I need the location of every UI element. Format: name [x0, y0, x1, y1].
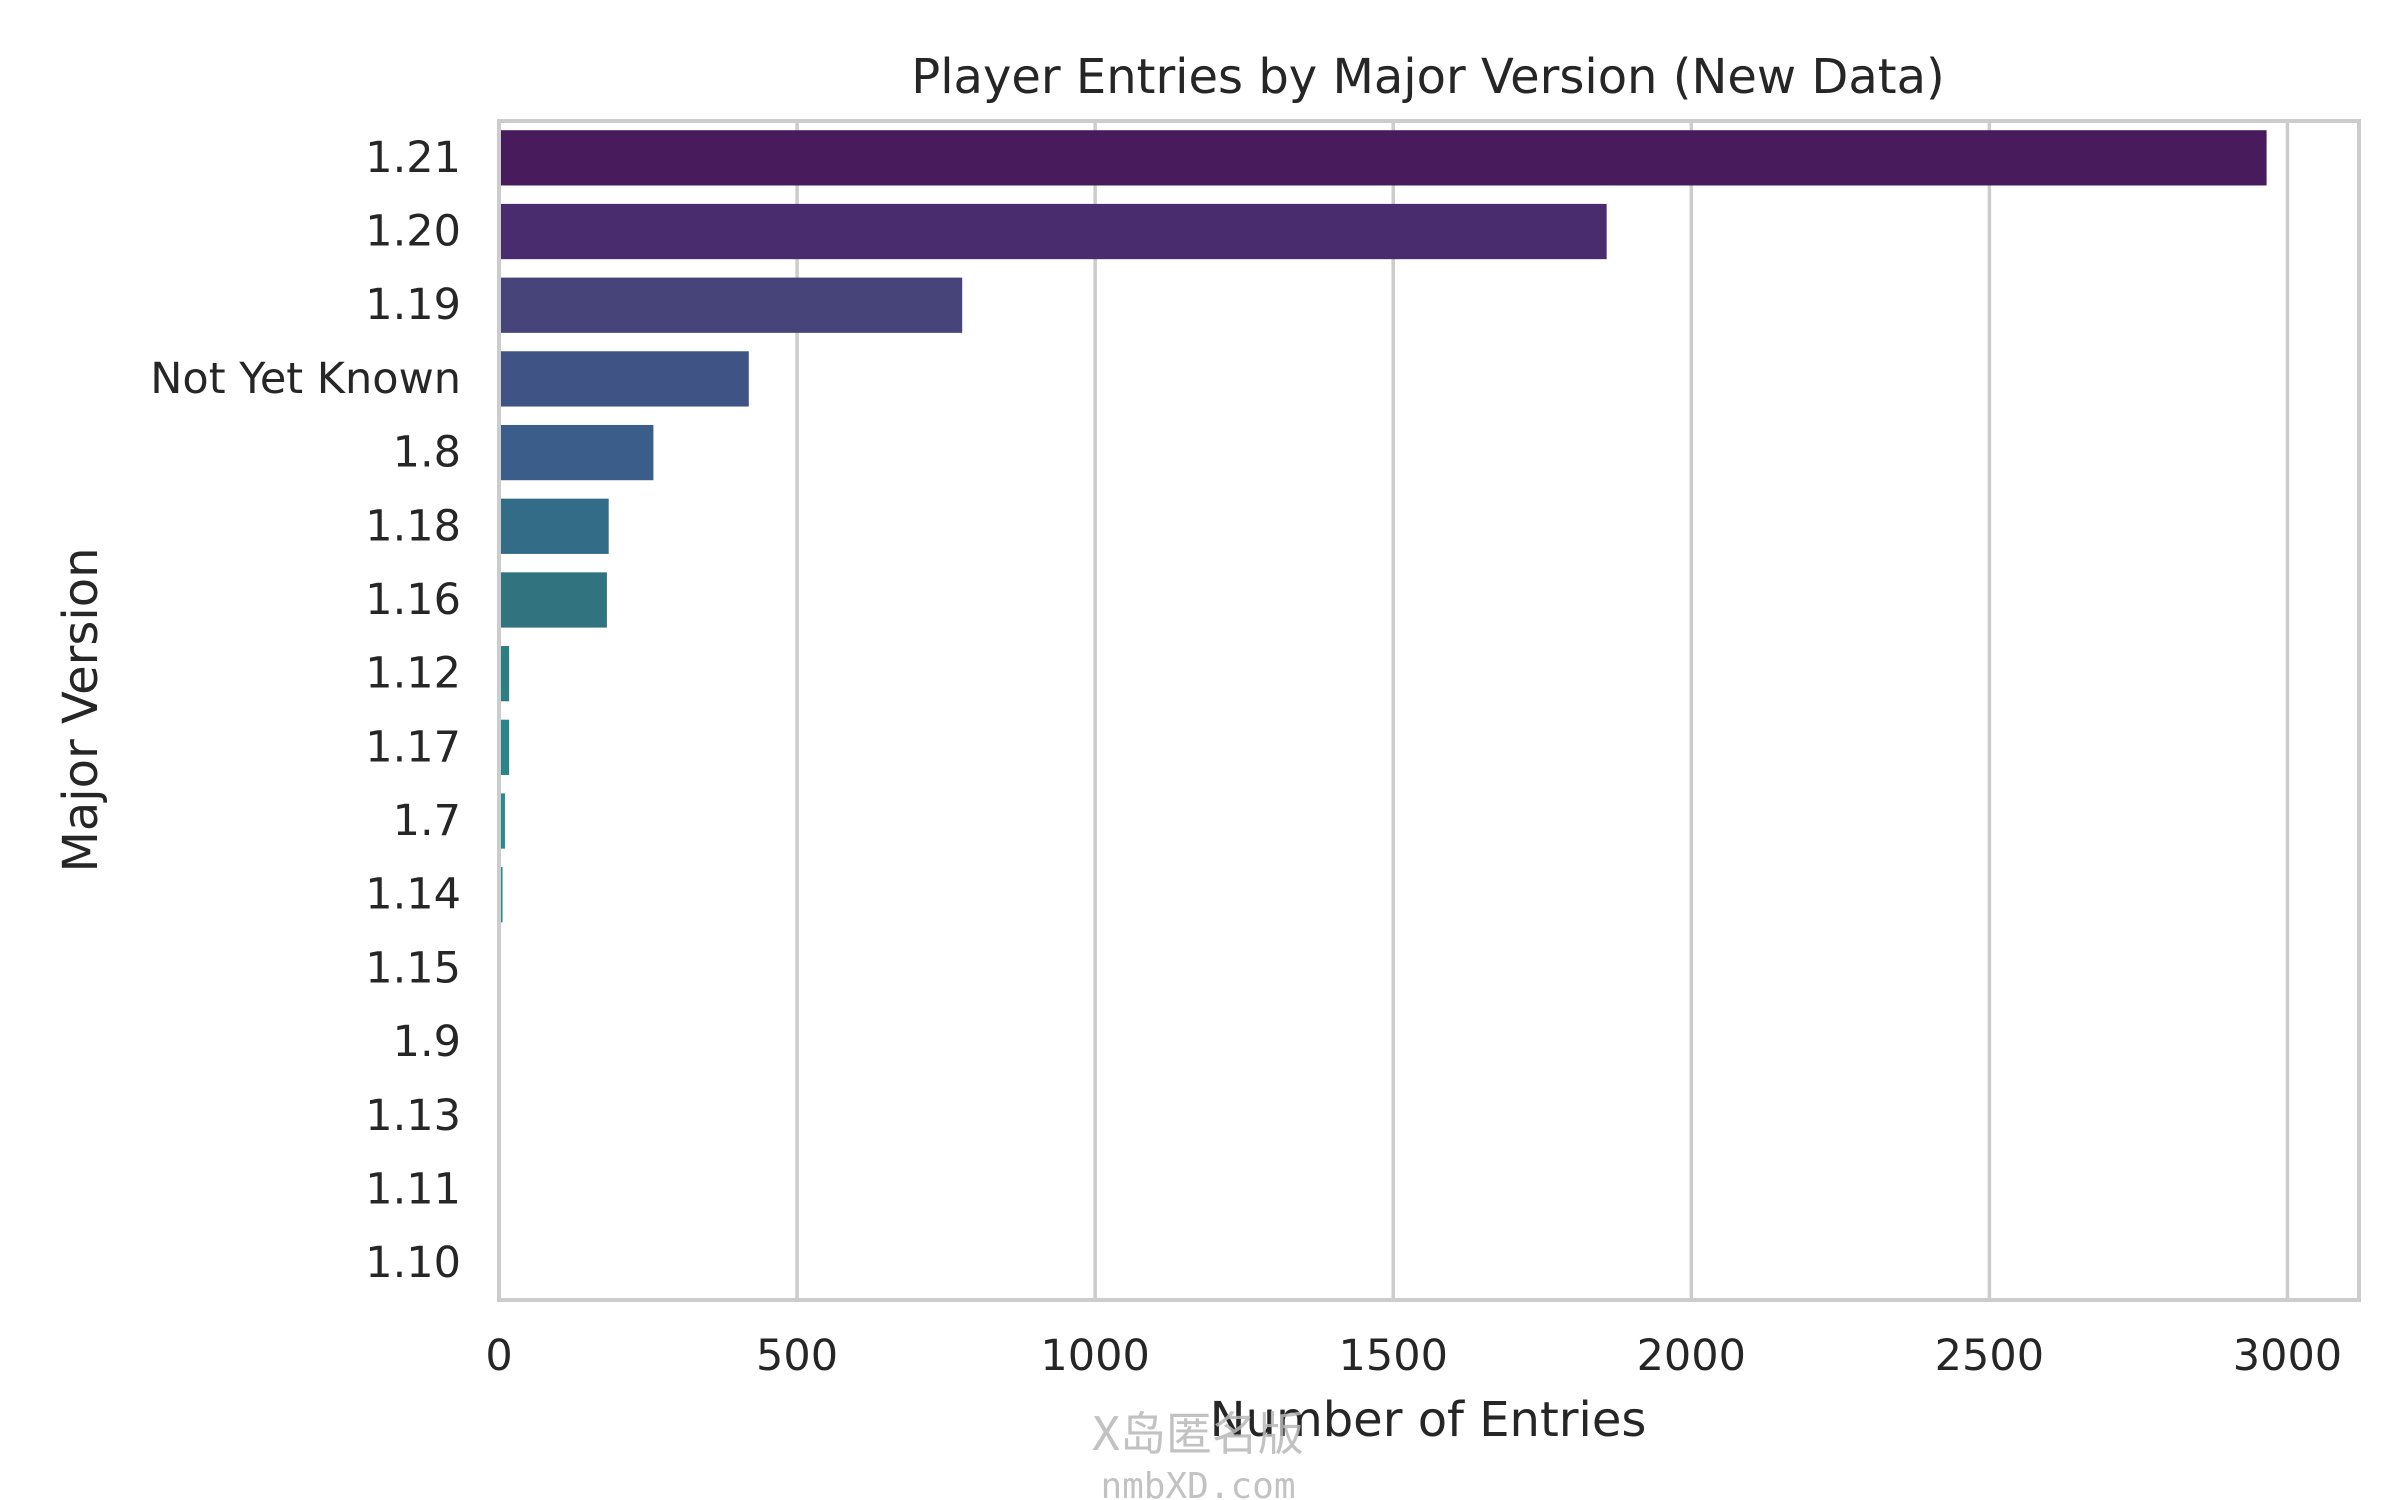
y-tick-label: 1.19 [365, 280, 461, 330]
bar [499, 277, 963, 333]
y-tick-label: 1.12 [365, 649, 461, 699]
bar [499, 646, 510, 702]
bar [499, 793, 505, 849]
y-tick-label: 1.16 [365, 575, 461, 625]
bar [499, 351, 749, 407]
watermark: X岛匿名版 nmbXD.com [1092, 1407, 1304, 1500]
y-tick-label: 1.18 [365, 501, 461, 551]
y-tick-label: 1.17 [365, 722, 461, 772]
y-tick-label: 1.21 [365, 133, 461, 183]
y-tick-labels: 1.21 1.20 1.19 Not Yet Known 1.8 1.18 1.16 1.12… [150, 133, 461, 1288]
y-tick-label: 1.11 [365, 1164, 461, 1214]
x-tick-label: 2500 [1935, 1331, 2044, 1381]
bar [499, 498, 609, 554]
bar [499, 203, 1607, 260]
watermark-line-2: nmbXD.com [1100, 1466, 1295, 1500]
y-tick-label: 1.20 [365, 207, 461, 257]
y-tick-label: Not Yet Known [150, 354, 461, 404]
x-tick-label: 1500 [1339, 1331, 1448, 1381]
bar [499, 719, 510, 775]
plot-frame [497, 119, 2361, 1302]
y-tick-label: 1.14 [365, 870, 461, 920]
y-tick-label: 1.15 [365, 943, 461, 993]
y-tick-label: 1.8 [393, 428, 461, 478]
y-tick-label: 1.10 [365, 1238, 461, 1288]
bars-group [499, 130, 2267, 1070]
x-tick-label: 0 [485, 1331, 512, 1381]
bar [499, 130, 2267, 186]
chart-title: Player Entries by Major Version (New Dat… [911, 49, 1945, 105]
y-tick-label: 1.13 [365, 1091, 461, 1141]
x-tick-label: 2000 [1637, 1331, 1746, 1381]
bar [499, 572, 607, 628]
y-tick-label: 1.7 [393, 796, 461, 846]
x-tick-label: 3000 [2233, 1331, 2342, 1381]
y-axis-title: Major Version [53, 547, 109, 872]
x-axis-title: Number of Entries [1210, 1392, 1647, 1448]
bar [499, 424, 654, 481]
x-tick-label: 500 [756, 1331, 838, 1381]
x-tick-labels: 0 500 1000 1500 2000 2500 3000 [485, 1331, 2342, 1381]
watermark-line-1: X岛匿名版 [1092, 1407, 1304, 1461]
y-tick-label: 1.9 [393, 1017, 461, 1067]
x-tick-label: 1000 [1040, 1331, 1149, 1381]
